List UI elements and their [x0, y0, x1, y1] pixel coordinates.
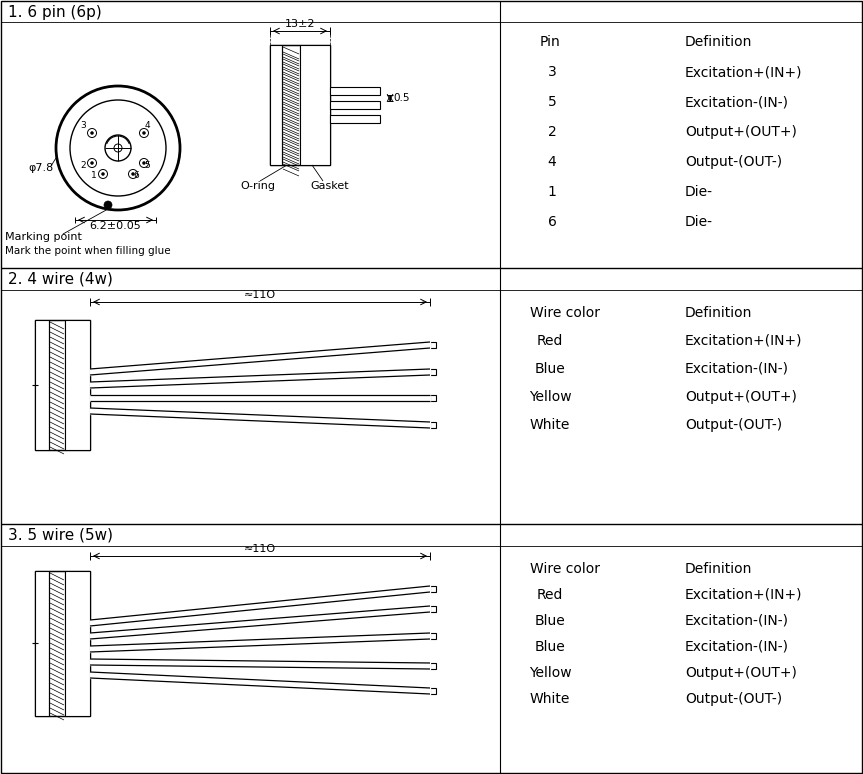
Bar — [430, 633, 436, 639]
Bar — [49, 320, 65, 450]
Bar — [49, 571, 65, 716]
Text: Definition: Definition — [685, 306, 753, 320]
Bar — [430, 606, 436, 612]
Bar — [270, 45, 282, 165]
Text: 5: 5 — [144, 160, 150, 170]
Text: Output-(OUT-): Output-(OUT-) — [685, 692, 782, 706]
Circle shape — [140, 128, 148, 138]
Circle shape — [102, 173, 104, 176]
Text: 2: 2 — [548, 125, 557, 139]
Text: Die-: Die- — [685, 215, 713, 229]
Circle shape — [98, 170, 108, 179]
Circle shape — [131, 173, 135, 176]
Text: Output+(OUT+): Output+(OUT+) — [685, 666, 797, 680]
Bar — [330, 115, 380, 123]
Text: ≈11O: ≈11O — [244, 290, 276, 300]
Bar — [430, 342, 436, 348]
Bar — [430, 369, 436, 375]
Text: Definition: Definition — [685, 35, 753, 49]
Bar — [330, 101, 380, 109]
Text: 1. 6 pin (6p): 1. 6 pin (6p) — [8, 5, 102, 20]
Bar — [430, 663, 436, 669]
Circle shape — [142, 132, 146, 135]
Circle shape — [104, 201, 112, 209]
Text: Excitation+(IN+): Excitation+(IN+) — [685, 334, 803, 348]
Bar — [35, 320, 49, 450]
Bar — [330, 87, 380, 95]
Text: Output+(OUT+): Output+(OUT+) — [685, 125, 797, 139]
Text: White: White — [530, 418, 570, 432]
Bar — [430, 586, 436, 592]
Text: Excitation+(IN+): Excitation+(IN+) — [685, 65, 803, 79]
Text: Blue: Blue — [534, 362, 565, 376]
Text: 13±2: 13±2 — [285, 19, 315, 29]
Text: ≈11O: ≈11O — [244, 544, 276, 554]
Text: O-ring: O-ring — [240, 181, 275, 191]
Circle shape — [129, 170, 137, 179]
Text: Die-: Die- — [685, 185, 713, 199]
Circle shape — [114, 144, 122, 152]
Text: Pin: Pin — [540, 35, 561, 49]
Circle shape — [87, 128, 97, 138]
Bar — [35, 571, 90, 716]
Bar — [282, 45, 300, 165]
Text: Output-(OUT-): Output-(OUT-) — [685, 418, 782, 432]
Text: 5: 5 — [548, 95, 557, 109]
Circle shape — [140, 159, 148, 167]
Bar — [300, 45, 330, 165]
Text: 1: 1 — [547, 185, 557, 199]
Text: 2. 4 wire (4w): 2. 4 wire (4w) — [8, 272, 113, 287]
Text: Yellow: Yellow — [529, 666, 571, 680]
Text: Excitation+(IN+): Excitation+(IN+) — [685, 588, 803, 602]
Text: Excitation-(IN-): Excitation-(IN-) — [685, 640, 789, 654]
Text: Blue: Blue — [534, 640, 565, 654]
Text: Marking point: Marking point — [5, 232, 82, 242]
Circle shape — [91, 162, 93, 165]
Text: Mark the point when filling glue: Mark the point when filling glue — [5, 246, 171, 256]
Circle shape — [87, 159, 97, 167]
Text: 3. 5 wire (5w): 3. 5 wire (5w) — [8, 528, 113, 543]
Text: Excitation-(IN-): Excitation-(IN-) — [685, 614, 789, 628]
Text: 2: 2 — [80, 160, 85, 170]
Bar — [35, 320, 90, 450]
Text: 6: 6 — [547, 215, 557, 229]
Text: Output+(OUT+): Output+(OUT+) — [685, 390, 797, 404]
Bar — [430, 395, 436, 401]
Text: Gasket: Gasket — [310, 181, 349, 191]
Circle shape — [91, 132, 93, 135]
Bar — [35, 571, 49, 716]
Text: White: White — [530, 692, 570, 706]
Text: Wire color: Wire color — [530, 562, 600, 576]
Bar — [430, 422, 436, 428]
Text: Excitation-(IN-): Excitation-(IN-) — [685, 95, 789, 109]
Text: Yellow: Yellow — [529, 390, 571, 404]
Bar — [270, 45, 330, 165]
Text: 4: 4 — [144, 121, 150, 129]
Text: Definition: Definition — [685, 562, 753, 576]
Text: Wire color: Wire color — [530, 306, 600, 320]
Text: 6: 6 — [133, 172, 139, 180]
Bar — [65, 320, 90, 450]
Text: 0.5: 0.5 — [393, 93, 410, 103]
Text: φ7.8: φ7.8 — [28, 163, 54, 173]
Text: 3: 3 — [80, 121, 86, 129]
Text: Red: Red — [537, 588, 564, 602]
Bar — [65, 571, 90, 716]
Bar — [430, 688, 436, 694]
Text: Red: Red — [537, 334, 564, 348]
Circle shape — [142, 162, 146, 165]
Text: Excitation-(IN-): Excitation-(IN-) — [685, 362, 789, 376]
Text: 6.2±0.05: 6.2±0.05 — [90, 221, 142, 231]
Text: 4: 4 — [548, 155, 557, 169]
Text: Output-(OUT-): Output-(OUT-) — [685, 155, 782, 169]
Text: 3: 3 — [548, 65, 557, 79]
Text: Blue: Blue — [534, 614, 565, 628]
Text: 1: 1 — [91, 172, 97, 180]
